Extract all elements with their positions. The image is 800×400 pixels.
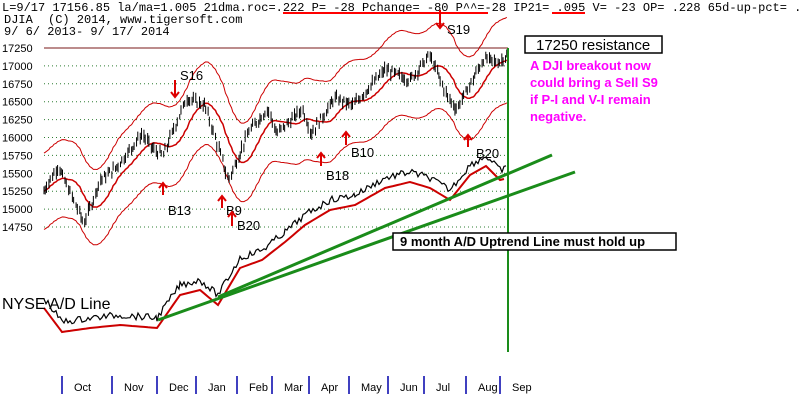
resistance-box xyxy=(524,35,663,54)
signal-arrowhead xyxy=(158,181,168,189)
month-label: Jun xyxy=(400,382,418,394)
annotation-line-4: negative. xyxy=(530,109,586,124)
signal-arrowhead xyxy=(170,91,180,99)
trendline-label: 9 month A/D Uptrend Line must hold up xyxy=(400,234,645,249)
signal-label: B13 xyxy=(168,203,191,218)
month-label: Sep xyxy=(512,382,532,394)
moving-average xyxy=(43,59,508,208)
y-tick-label: 17000 xyxy=(2,61,33,73)
trendline-upper xyxy=(217,153,553,299)
signal-label: B18 xyxy=(326,168,349,183)
signal-label: B20 xyxy=(237,218,260,233)
annotation-line-3: if P-I and V-I remain xyxy=(530,92,651,107)
annotation-line-2: could bring a Sell S9 xyxy=(530,75,658,90)
y-tick-label: 16750 xyxy=(2,79,33,91)
signal-arrowhead xyxy=(227,210,237,218)
x-axis-months: Oct Nov Dec Jan Feb Mar Apr May Jun Jul Aug Sep xyxy=(61,376,532,394)
y-tick-label: 15750 xyxy=(2,150,33,162)
ad-line xyxy=(43,156,507,334)
signal-label: B20 xyxy=(476,146,499,161)
signal-label: S19 xyxy=(447,22,470,37)
month-label: May xyxy=(361,382,382,394)
stats-line: L=9/17 17156.85 la/ma=1.005 21dma.roc=.2… xyxy=(2,1,800,15)
signal-arrowhead xyxy=(217,194,227,202)
signal-arrowhead xyxy=(463,133,473,141)
y-axis-ticks: 14750 15000 15250 15500 15750 16000 16250 16500… xyxy=(2,43,33,234)
resistance-label: 17250 resistance xyxy=(536,37,650,54)
y-tick-label: 15250 xyxy=(2,186,33,198)
month-label: Feb xyxy=(249,382,268,394)
ad-line-path xyxy=(43,156,507,325)
ad-line-ma xyxy=(43,164,505,334)
annotation-line-1: A DJI breakout now xyxy=(530,58,652,73)
trendlines xyxy=(44,47,576,322)
price-bars xyxy=(43,49,508,228)
signal-label: B10 xyxy=(351,145,374,160)
lower-band xyxy=(43,102,508,246)
y-tick-label: 16250 xyxy=(2,115,33,127)
copyright: (C) 2014, www.tigersoft.com xyxy=(48,13,242,27)
signal-arrowhead xyxy=(341,130,351,138)
y-tick-label: 16500 xyxy=(2,97,33,109)
y-tick-label: 16000 xyxy=(2,133,33,145)
y-tick-label: 15500 xyxy=(2,168,33,180)
month-label: Jul xyxy=(436,382,450,394)
upper-band xyxy=(43,16,508,170)
signal-arrowhead xyxy=(435,22,445,30)
signal-arrowhead xyxy=(316,151,326,159)
month-label: Mar xyxy=(284,382,303,394)
date-range: 9/ 6/ 2013- 9/ 17/ 2014 xyxy=(4,25,170,39)
trendline-lower xyxy=(157,170,576,322)
y-tick-label: 17250 xyxy=(2,43,33,55)
month-label: Oct xyxy=(74,382,91,394)
y-tick-label: 14750 xyxy=(2,222,33,234)
ad-line-label: NYSE A/D Line xyxy=(2,296,111,313)
y-tick-label: 15000 xyxy=(2,204,33,216)
month-label: Dec xyxy=(169,382,189,394)
month-label: Jan xyxy=(208,382,226,394)
month-label: Aug xyxy=(478,382,498,394)
signal-label: S16 xyxy=(180,68,203,83)
symbol: DJIA xyxy=(4,13,34,27)
bands xyxy=(43,16,508,246)
month-label: Nov xyxy=(124,382,144,394)
trendline-box xyxy=(392,232,677,251)
month-label: Apr xyxy=(321,382,338,394)
